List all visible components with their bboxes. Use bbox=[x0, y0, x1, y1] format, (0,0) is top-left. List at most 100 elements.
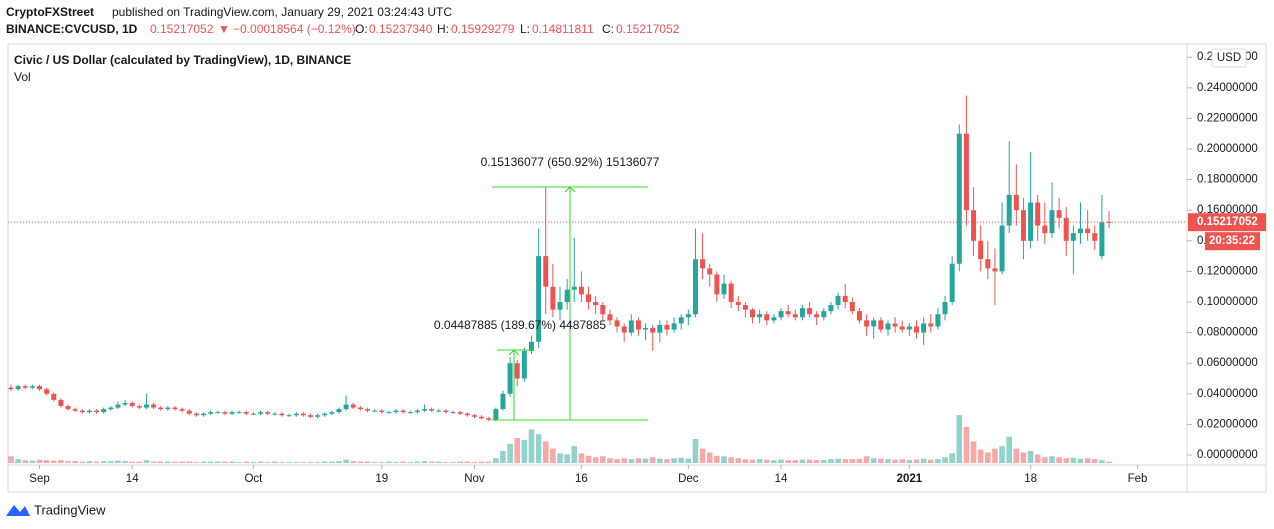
candle-body bbox=[65, 406, 71, 410]
candle-body bbox=[771, 317, 777, 321]
candle-body bbox=[778, 311, 784, 318]
volume-bar bbox=[685, 458, 692, 463]
candle-body bbox=[457, 412, 463, 414]
volume-bar bbox=[29, 460, 36, 463]
candle-body bbox=[678, 317, 684, 324]
volume-bar bbox=[1027, 451, 1034, 463]
measure-arrow bbox=[564, 186, 576, 193]
volume-bar bbox=[1034, 454, 1041, 463]
candle-body bbox=[29, 386, 35, 388]
candle-body bbox=[229, 412, 235, 414]
arrow: ▼ bbox=[218, 22, 230, 36]
y-tick-label: 0.20000000 bbox=[1197, 143, 1258, 155]
volume-bar bbox=[243, 461, 250, 463]
volume-bar bbox=[1049, 456, 1055, 463]
candle-body bbox=[792, 314, 798, 318]
candle-body bbox=[129, 402, 135, 407]
candle-body bbox=[1028, 202, 1034, 241]
candle-body bbox=[514, 363, 520, 379]
candle-body bbox=[193, 413, 199, 416]
candle-body bbox=[864, 320, 870, 327]
candle-body bbox=[343, 404, 349, 410]
volume-bar bbox=[421, 461, 428, 463]
candle-body bbox=[336, 409, 342, 413]
volume-bar bbox=[108, 461, 114, 463]
candle-body bbox=[578, 286, 584, 295]
candle-body bbox=[700, 259, 706, 269]
candle-body bbox=[507, 363, 513, 394]
candle-body bbox=[357, 407, 363, 410]
volume-bar bbox=[343, 459, 349, 463]
volume-bar bbox=[963, 427, 970, 463]
candle-body bbox=[963, 133, 969, 211]
candle-body bbox=[179, 409, 185, 411]
candle-body bbox=[657, 324, 663, 333]
candle-body bbox=[44, 389, 50, 394]
candle-body bbox=[215, 412, 221, 414]
volume-bar bbox=[906, 460, 913, 463]
candle-body bbox=[621, 326, 627, 333]
volume-bar bbox=[15, 459, 21, 463]
candle-body bbox=[935, 314, 941, 327]
x-tick-label: 14 bbox=[126, 473, 139, 485]
volume-bar bbox=[920, 458, 927, 463]
candle-body bbox=[286, 415, 292, 417]
candle-body bbox=[372, 410, 378, 412]
candle-body bbox=[1063, 217, 1069, 241]
volume-bar bbox=[571, 446, 578, 463]
x-tick-label: Sep bbox=[29, 473, 49, 485]
candle-body bbox=[821, 311, 827, 318]
candle-body bbox=[450, 412, 456, 414]
volume-bar bbox=[1106, 461, 1112, 463]
l-label: L: bbox=[520, 22, 530, 36]
candle-body bbox=[757, 314, 763, 318]
candle-body bbox=[593, 302, 599, 306]
volume-bar bbox=[585, 455, 592, 463]
volume-bar bbox=[386, 461, 392, 463]
candle-body bbox=[143, 404, 149, 408]
volume-bar bbox=[885, 459, 891, 463]
volume-bar bbox=[485, 461, 492, 463]
candle-body bbox=[921, 323, 927, 333]
volume-bar bbox=[792, 460, 799, 463]
volume-bar bbox=[821, 460, 827, 463]
candle-body bbox=[1092, 233, 1098, 241]
volume-bar bbox=[949, 453, 955, 463]
annotation: 0.15136077 (650.92%) 15136077 bbox=[481, 155, 660, 169]
volume-bar bbox=[678, 457, 685, 463]
y-tick-label: 0.12000000 bbox=[1197, 265, 1258, 277]
volume-layer bbox=[8, 415, 1112, 463]
candle-body bbox=[664, 324, 670, 330]
logo bbox=[6, 505, 30, 516]
candle-body bbox=[208, 412, 214, 414]
candle-body bbox=[842, 295, 848, 302]
x-tick-label: 14 bbox=[775, 473, 788, 485]
candle-body bbox=[386, 412, 392, 414]
candle-body bbox=[407, 412, 413, 414]
volume-bar bbox=[721, 456, 727, 463]
volume-bar bbox=[286, 462, 292, 463]
volume-bar bbox=[728, 457, 734, 463]
volume-bar bbox=[977, 449, 984, 463]
candle-body bbox=[58, 399, 64, 407]
volume-bar bbox=[378, 462, 385, 463]
candle-body bbox=[835, 295, 841, 306]
volume-bar bbox=[79, 461, 86, 463]
candle-body bbox=[914, 326, 920, 333]
volume-bar bbox=[1006, 436, 1012, 463]
x-tick-label: Feb bbox=[1128, 473, 1148, 485]
candle-body bbox=[201, 413, 207, 416]
candle-body bbox=[899, 326, 905, 330]
candle-body bbox=[51, 393, 57, 400]
candle-body bbox=[471, 415, 477, 417]
published: published on TradingView.com, January 29… bbox=[112, 5, 452, 19]
countdown: 20:35:22 bbox=[1209, 235, 1255, 247]
candle-body bbox=[414, 410, 420, 413]
annotation: 0.04487885 (189.67%) 4487885 bbox=[434, 318, 606, 332]
candle-body bbox=[892, 323, 898, 327]
candle-body bbox=[136, 406, 142, 408]
volume-bar bbox=[478, 461, 485, 463]
volume-bar bbox=[371, 462, 378, 463]
candle-body bbox=[643, 328, 649, 330]
candle-body bbox=[564, 289, 570, 302]
